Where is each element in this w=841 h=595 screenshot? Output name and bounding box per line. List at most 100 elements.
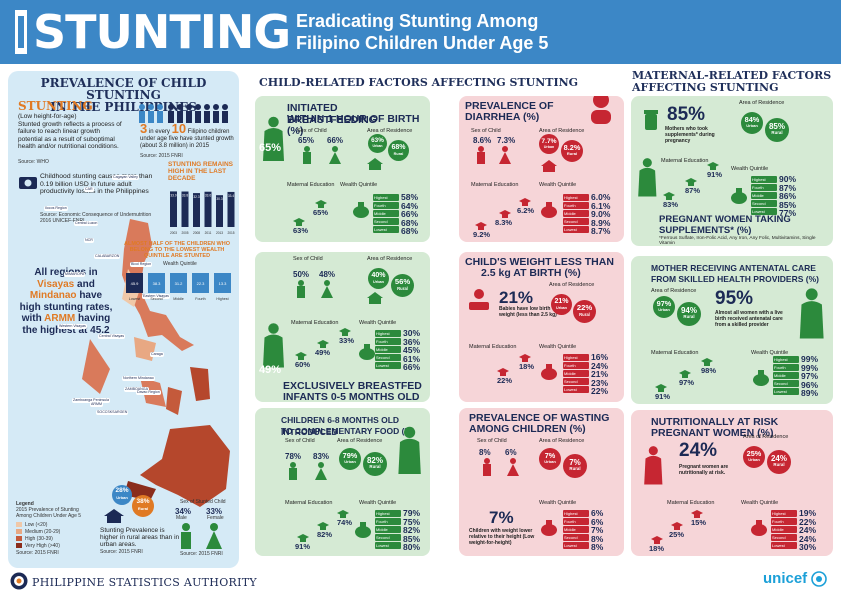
edu-value: 60% (295, 360, 311, 369)
quintile-value: 96% (801, 379, 819, 390)
quintile-chart-value: 45.9 (131, 281, 140, 286)
quintile-value: 68% (401, 226, 419, 237)
map-region-label: ARMM (90, 402, 103, 407)
definition-source: Source: WHO (18, 159, 49, 165)
area-label: Area of Residence (739, 100, 785, 106)
edu-value: 83% (663, 200, 679, 209)
quintile-bar: Lowest (771, 542, 797, 549)
child-figure-icon (15, 10, 27, 54)
house-icon (541, 160, 557, 172)
quintile-bar: Lowest (375, 362, 401, 369)
graduation-cap-icon (293, 218, 305, 226)
urban-badge: 84% Urban (741, 112, 763, 134)
quintile-bar: Second (373, 218, 399, 225)
graduation-cap-icon (339, 328, 351, 336)
child-factors-heading: CHILD-RELATED FACTORS AFFECTING STUNTING (259, 76, 579, 89)
edu-value: 97% (679, 378, 695, 387)
house-icon (104, 509, 124, 523)
pregnant-woman-icon (644, 446, 663, 485)
graduation-cap-icon (317, 340, 329, 348)
card-title-1: PREGNANT WOMEN TAKING (659, 214, 791, 225)
sex-label: Sex of Child (293, 256, 323, 262)
quintile-value: 79% (403, 508, 421, 518)
decade-bar (193, 193, 200, 227)
wealth-stack: Highest Fourth Middle Second Lowest (773, 356, 799, 395)
map-region-label: MIMAROPA (64, 272, 86, 277)
graduation-cap-icon (663, 192, 675, 200)
quintile-bar: Fourth (563, 202, 589, 209)
male-value: 50% (293, 270, 310, 279)
quintile-bar: Second (563, 534, 589, 541)
quintile-value: 66% (401, 209, 419, 220)
map-region-label: Eastern Visayas (142, 294, 170, 299)
card-complementary-food: CHILDREN 6-8 MONTHS OLD INTRODUCED TO COM… (255, 408, 430, 556)
girl-icon (507, 458, 519, 476)
legend-item: Very High (>40) (16, 542, 60, 549)
three-in-ten-source: Source: 2015 FNRI (140, 153, 183, 159)
decade-bar-value: 33.4 (228, 194, 234, 198)
edu-value: 15% (691, 518, 707, 527)
big-percent: 95% (715, 288, 754, 309)
quintile-bar: Fourth (773, 364, 799, 371)
edu-label: Maternal Education (471, 182, 519, 188)
decade-bar-value: 33.6 (205, 194, 211, 198)
card-title-1: EXCLUSIVELY BREASTFED (283, 380, 422, 392)
quintile-bar: Fourth (375, 338, 401, 345)
cost-source: Source: Economic Consequence of Undernut… (40, 212, 152, 224)
area-label: Area of Residence (651, 288, 697, 294)
wealth-stack: Highest Fourth Middle Second Lowest (373, 194, 399, 233)
remains-high-title: STUNTING REMAINS HIGH IN THE LAST DECADE (168, 161, 233, 182)
wealth-stack: Highest Fourth Middle Second Lowest (563, 510, 589, 549)
quintile-bar: Highest (563, 194, 589, 201)
legend-sub: 2015 Prevalence of Stunting Among Childr… (16, 507, 82, 519)
quintile-value: 80% (403, 542, 421, 553)
big-text: Mothers who took supplements* during pre… (665, 126, 715, 144)
female-value: 6% (505, 448, 517, 457)
quintile-chart-bar (126, 273, 143, 293)
rural-badge: 68% Rural (388, 140, 409, 161)
big-percent: 85% (667, 104, 706, 125)
quintile-value: 82% (403, 525, 421, 536)
quintile-value: 66% (403, 362, 421, 373)
rural-badge: 7% Rural (563, 454, 587, 478)
three-in-ten-text: 3 in every 10 Filipino children under ag… (140, 121, 234, 149)
edu-label: Maternal Education (667, 500, 715, 506)
quintile-bar: Lowest (373, 226, 399, 233)
children-row-icon (139, 104, 228, 123)
quintile-value: 45% (403, 345, 421, 356)
quintile-bar: Middle (375, 526, 401, 533)
boy-icon (483, 458, 491, 476)
quintile-bar: Lowest (563, 542, 589, 549)
legend-swatch (16, 529, 22, 534)
legend-title: Legend (16, 501, 34, 507)
graduation-cap-icon (295, 352, 307, 360)
decade-year-label: 2003 (170, 231, 177, 235)
quintile-bar: Middle (771, 526, 797, 533)
graduation-cap-icon (475, 222, 487, 230)
wealth-label: Wealth Quintile (539, 500, 577, 506)
boy-girl-icon (181, 523, 222, 549)
urban-badge: 28% Urban (112, 485, 132, 505)
big-percent: 49% (259, 364, 282, 376)
decade-year-label: 2011 (205, 231, 212, 235)
quintile-value: 30% (799, 542, 817, 553)
graduation-cap-icon (691, 510, 703, 518)
map-region-label: Cagayan Valley (112, 175, 139, 180)
graduation-cap-icon (297, 534, 309, 542)
quintile-chart-bar (214, 273, 231, 293)
edu-label: Maternal Education (291, 320, 339, 326)
quintile-bar: Second (563, 378, 589, 385)
wealth-stack: Highest Fourth Middle Second Lowest (751, 176, 777, 215)
quintile-bar: Fourth (375, 518, 401, 525)
big-text: Pregnant women are nutritionally at risk… (679, 464, 729, 476)
edu-value: 22% (497, 376, 513, 385)
map-region-label: Ilocos Region (44, 206, 68, 211)
urban-badge: 63% Urban (368, 134, 387, 153)
boy-icon (303, 146, 311, 164)
quintile-values: 6.0% 6.1% 9.0% 8.9% 8.7% (591, 193, 610, 236)
quintile-values: 19% 22% 24% 24% 30% (799, 509, 816, 552)
decade-year-label: 2005 (181, 231, 188, 235)
card-title-1: CHILDREN 6-8 MONTHS OLD INTRODUCED (281, 415, 400, 437)
money-bag-icon (751, 520, 767, 536)
area-label: Area of Residence (539, 128, 585, 134)
